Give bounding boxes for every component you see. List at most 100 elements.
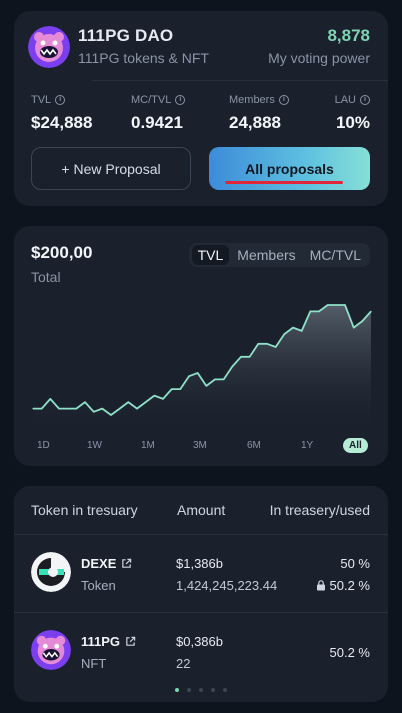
page-dot[interactable] — [199, 688, 203, 692]
chart-point — [370, 310, 372, 313]
divider — [14, 534, 388, 535]
dao-card: 111PG DAO 111PG tokens & NFT 8,878 My vo… — [14, 11, 388, 206]
chart-point — [344, 304, 346, 306]
chart-point — [32, 407, 34, 410]
chart-area-fill — [33, 305, 371, 428]
tab-members[interactable]: Members — [237, 247, 296, 263]
chart-point — [84, 401, 86, 403]
header-amount: Amount — [177, 502, 226, 518]
chart-point — [110, 414, 112, 416]
111pg-avatar-icon — [31, 630, 71, 670]
tab-mc-tvl[interactable]: MC/TVL — [309, 247, 361, 263]
stat-mc-tvl: MC/TVL i 0.9421 — [131, 94, 186, 133]
chart-point — [292, 327, 294, 329]
range-1m[interactable]: 1M — [141, 440, 155, 451]
chart-point — [361, 320, 363, 322]
token-used-pct: 50.2 % — [316, 578, 370, 593]
chart-series-line — [33, 304, 372, 416]
stat-label: MC/TVL — [131, 94, 172, 106]
token-name[interactable]: DEXE — [81, 556, 132, 571]
chart-point — [171, 388, 173, 390]
dao-avatar — [28, 26, 70, 68]
chart-point — [145, 401, 147, 403]
token-treasury-pct: 50.2 % — [329, 645, 370, 660]
lock-icon — [316, 580, 325, 591]
chart-point — [283, 333, 285, 335]
highlight-underline — [225, 181, 343, 184]
info-icon[interactable]: i — [360, 95, 370, 105]
token-amount: 1,424,245,223.44 — [176, 578, 278, 593]
new-proposal-button[interactable]: + New Proposal — [31, 147, 191, 190]
info-icon[interactable]: i — [175, 95, 186, 105]
page-dot[interactable] — [211, 688, 215, 692]
page-dot[interactable] — [187, 688, 191, 692]
chart-point — [205, 385, 207, 387]
range-1y[interactable]: 1Y — [301, 440, 314, 451]
range-6m[interactable]: 6M — [247, 440, 261, 451]
token-used-value: 50.2 % — [329, 578, 370, 593]
chart-point — [266, 343, 268, 345]
external-link-icon[interactable] — [125, 636, 136, 647]
header-treasury-used: In treasery/used — [269, 502, 370, 518]
chart-point — [179, 388, 181, 390]
token-type: NFT — [81, 656, 107, 671]
info-icon[interactable]: i — [55, 95, 66, 105]
range-1d[interactable]: 1D — [37, 440, 50, 451]
token-name[interactable]: 111PG — [81, 634, 136, 649]
range-3m[interactable]: 3M — [193, 440, 207, 451]
pagination-dots — [14, 688, 388, 692]
chart-point — [275, 346, 277, 348]
chart-point — [49, 398, 51, 400]
token-amount-usd: $0,386b — [176, 634, 223, 649]
chart-point — [240, 356, 242, 358]
chart-point — [309, 310, 311, 313]
divider — [14, 612, 388, 613]
chart-card: $200,00 Total TVL Members MC/TVL 1D 1W 1… — [14, 226, 388, 466]
stat-tvl: TVL i $24,888 — [31, 94, 92, 133]
chart-point — [301, 330, 303, 332]
chart-total-value: $200,00 — [31, 243, 93, 262]
chart-point — [335, 304, 337, 306]
range-1w[interactable]: 1W — [87, 440, 102, 451]
chart-point — [214, 378, 216, 381]
page-dot[interactable] — [223, 688, 227, 692]
chart-point — [75, 407, 77, 410]
chart-point — [197, 372, 199, 374]
chart-point — [153, 395, 155, 397]
tab-tvl[interactable]: TVL — [191, 245, 230, 265]
token-amount: 22 — [176, 656, 191, 671]
divider — [92, 80, 388, 81]
chart-total-label: Total — [31, 269, 61, 285]
range-all[interactable]: All — [343, 438, 368, 453]
stat-members: Members i 24,888 — [229, 94, 289, 133]
page-dot[interactable] — [175, 688, 179, 692]
header-token: Token in tresuary — [31, 502, 138, 518]
stat-label: LAU — [334, 94, 356, 106]
tvl-area-chart — [32, 304, 372, 428]
stat-value: 24,888 — [229, 113, 281, 132]
chart-point — [353, 327, 355, 329]
stat-label: Members — [229, 94, 275, 106]
stat-label: TVL — [31, 94, 52, 106]
chart-point — [136, 407, 138, 410]
chart-point — [127, 401, 129, 403]
chart-point — [188, 375, 190, 377]
info-icon[interactable]: i — [278, 95, 289, 105]
dexe-logo-icon — [31, 552, 71, 592]
token-type: Token — [81, 578, 116, 593]
treasury-card: Token in tresuary Amount In treasery/use… — [14, 486, 388, 702]
token-amount-usd: $1,386b — [176, 556, 223, 571]
time-range-selector: 1D 1W 1M 3M 6M 1Y All — [14, 438, 388, 458]
chart-point — [231, 365, 233, 368]
chart-point — [327, 304, 329, 306]
stat-value: $24,888 — [31, 113, 93, 132]
chart-point — [318, 310, 320, 313]
chart-point — [93, 411, 95, 413]
stat-value: 10% — [335, 113, 370, 132]
chart-point — [223, 378, 225, 381]
external-link-icon[interactable] — [121, 558, 132, 569]
stat-lau: LAU i 10% — [335, 94, 370, 133]
chart-point — [257, 343, 259, 345]
voting-power-label: My voting power — [268, 50, 370, 66]
token-name-text: 111PG — [81, 634, 121, 649]
